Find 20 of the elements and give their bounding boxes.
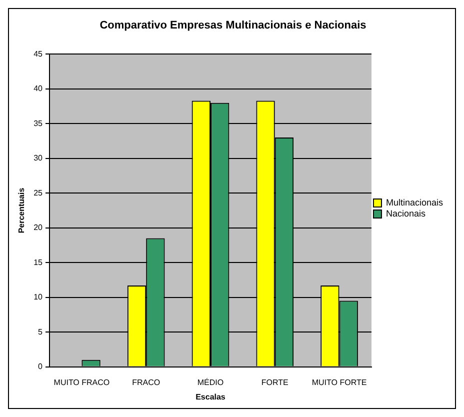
- y-tick-label: 30: [34, 154, 44, 163]
- x-tick-label: MÉDIO: [197, 378, 224, 387]
- y-tick-label: 15: [34, 258, 44, 267]
- y-tick-label: 5: [38, 327, 44, 336]
- y-tick-label: 45: [34, 49, 44, 58]
- legend-label: Nacionais: [386, 208, 426, 218]
- x-tick-label: MUITO FRACO: [54, 378, 110, 387]
- y-tick-label: 35: [34, 118, 44, 128]
- y-tick-label: 20: [34, 223, 44, 232]
- y-tick-label: 0: [38, 362, 44, 372]
- x-tick-label: FORTE: [261, 378, 288, 387]
- y-axis-title: Percentuais: [17, 187, 26, 234]
- y-tick-label: 10: [34, 292, 44, 302]
- y-tick-label: 40: [34, 84, 44, 94]
- y-tick-label: 25: [34, 188, 44, 198]
- legend-label: Multinacionais: [386, 197, 444, 208]
- x-tick-label: MUITO FORTE: [312, 378, 367, 387]
- x-axis-title: Escalas: [196, 392, 226, 402]
- chart-title: Comparativo Empresas Multinacionais e Nacionais: [100, 20, 366, 32]
- x-tick-label: FRACO: [132, 378, 160, 387]
